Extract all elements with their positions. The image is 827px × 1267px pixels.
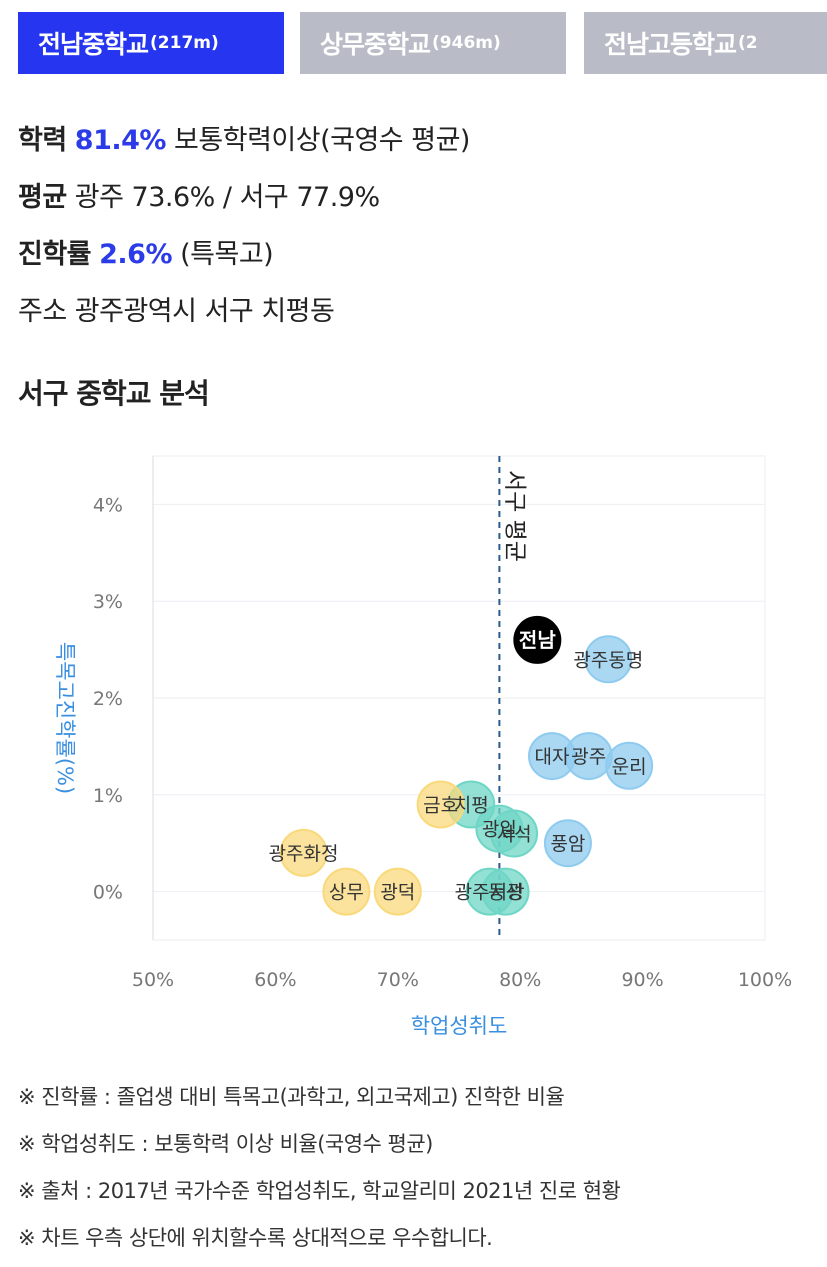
- x-tick-label: 90%: [621, 969, 663, 991]
- advancement-row: 진학률 2.6% (특목고): [18, 226, 470, 283]
- average-row: 평균 광주 73.6% / 서구 77.9%: [18, 169, 470, 226]
- advancement-desc: (특목고): [180, 239, 274, 270]
- school-point-label: 전남: [519, 628, 556, 652]
- school-point: [490, 809, 539, 858]
- tab-jeonnam-middle[interactable]: 전남중학교 (217m): [18, 12, 284, 74]
- achievement-row: 학력 81.4% 보통학력이상(국영수 평균): [18, 112, 470, 169]
- school-point-label: 동성: [488, 882, 523, 904]
- y-tick-label: 4%: [93, 494, 123, 516]
- x-tick-label: 100%: [738, 969, 792, 991]
- school-point: [605, 741, 654, 790]
- address-text: 광주광역시 서구 치평동: [74, 296, 335, 327]
- advancement-label: 진학률: [18, 239, 92, 270]
- school-point: [279, 828, 328, 877]
- school-point-label: 광주화정: [269, 843, 339, 865]
- average-label: 평균: [18, 182, 67, 213]
- school-point: [416, 780, 465, 829]
- school-point: [584, 635, 633, 684]
- school-point: [513, 615, 562, 664]
- average-reference-label: 서구 평균: [501, 470, 527, 562]
- y-tick-label: 3%: [93, 591, 123, 613]
- school-point-label: 치평: [454, 794, 489, 816]
- school-point-label: 광덕: [380, 882, 415, 904]
- y-axis-title: 특목고진학률(%): [53, 642, 77, 794]
- note-advancement: ※ 진학률 : 졸업생 대비 특목고(과학고, 외고국제고) 진학한 비율: [18, 1085, 565, 1109]
- school-point: [373, 867, 422, 916]
- tab-distance: (2: [738, 33, 758, 53]
- school-point-label: 상무: [329, 882, 364, 904]
- tab-name: 전남중학교: [38, 30, 149, 59]
- x-tick-label: 80%: [499, 969, 541, 991]
- school-point-label: 광주서광: [455, 882, 525, 904]
- note-source: ※ 출처 : 2017년 국가수준 학업성취도, 학교알리미 2021년 진로 …: [18, 1179, 621, 1203]
- school-point-label: 서석: [497, 824, 532, 846]
- address-row: 주소 광주광역시 서구 치평동: [18, 283, 470, 340]
- tab-jeonnam-high[interactable]: 전남고등학교 (2: [584, 12, 827, 74]
- school-tabs: 전남중학교 (217m) 상무중학교 (946m) 전남고등학교 (2: [18, 12, 827, 74]
- school-info: 학력 81.4% 보통학력이상(국영수 평균) 평균 광주 73.6% / 서구…: [18, 112, 470, 340]
- school-point-label: 운리: [612, 756, 647, 778]
- scatter-chart: 0% 1% 2% 3% 4% 50% 60% 70% 80% 90% 100% 학업성취도 특목고진학률…: [53, 455, 792, 1038]
- school-point-label: 광주동명: [573, 649, 643, 671]
- school-point-label: 광일: [482, 819, 517, 841]
- y-tick-label: 0%: [93, 882, 123, 904]
- school-point-label: 풍암: [550, 833, 585, 855]
- x-tick-label: 50%: [132, 969, 174, 991]
- achievement-value: 81.4%: [74, 125, 167, 156]
- advancement-value: 2.6%: [99, 239, 173, 270]
- note-achievement: ※ 학업성취도 : 보통학력 이상 비율(국영수 평균): [18, 1132, 433, 1156]
- notes: ※ 진학률 : 졸업생 대비 특목고(과학고, 외고국제고) 진학한 비율 ※ …: [18, 1074, 621, 1262]
- x-tick-label: 70%: [377, 969, 419, 991]
- y-tick-label: 1%: [93, 785, 123, 807]
- tab-name: 상무중학교: [320, 30, 431, 59]
- section-title: 서구 중학교 분석: [18, 377, 210, 410]
- school-point-label: 광주: [571, 746, 606, 768]
- x-tick-label: 60%: [254, 969, 296, 991]
- achievement-desc: 보통학력이상(국영수 평균): [174, 125, 470, 156]
- tab-name: 전남고등학교: [604, 30, 737, 59]
- note-hint: ※ 차트 우측 상단에 위치할수록 상대적으로 우수합니다.: [18, 1226, 493, 1250]
- x-axis-title: 학업성취도: [411, 1014, 508, 1038]
- school-point: [322, 867, 371, 916]
- tab-distance: (217m): [150, 33, 219, 53]
- tab-sangmu-middle[interactable]: 상무중학교 (946m): [300, 12, 566, 74]
- tab-distance: (946m): [432, 33, 501, 53]
- school-point: [543, 819, 592, 868]
- school-point-label: 대자: [535, 746, 570, 768]
- school-point: [481, 867, 530, 916]
- y-tick-label: 2%: [93, 688, 123, 710]
- achievement-label: 학력: [18, 125, 67, 156]
- school-point-label: 금호: [423, 794, 458, 816]
- average-text: 광주 73.6% / 서구 77.9%: [74, 182, 380, 213]
- address-label: 주소: [18, 296, 67, 327]
